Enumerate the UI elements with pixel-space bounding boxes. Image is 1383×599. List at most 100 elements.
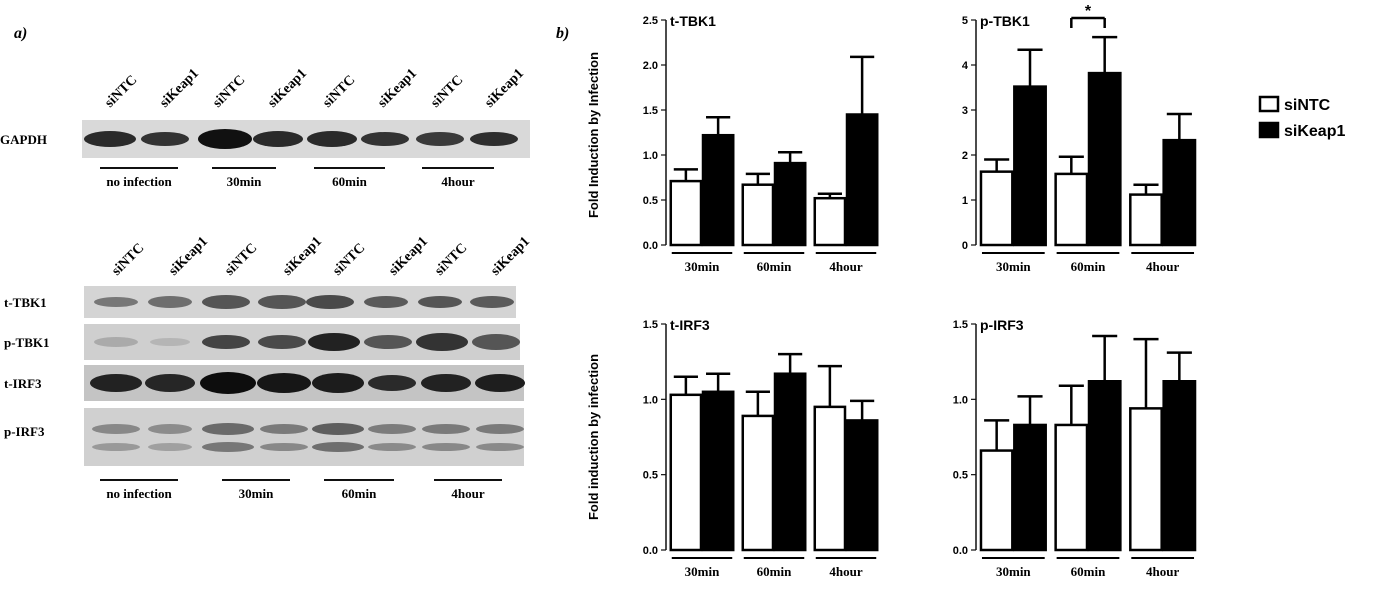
legend-label-sikeap1: siKeap1 <box>1284 123 1345 140</box>
blot-band <box>257 373 311 393</box>
lane-label: siNTC <box>330 241 368 279</box>
blot-band <box>148 443 192 451</box>
x-tick-label: 60min <box>757 259 792 274</box>
group-label: 4hour <box>441 174 474 189</box>
legend-swatch-open <box>1258 95 1280 113</box>
lane-label: siNTC <box>432 241 470 279</box>
lane-label: siKeap1 <box>265 66 310 111</box>
t-irf3-blot <box>84 365 525 401</box>
blot-band <box>92 443 140 451</box>
y-tick-label: 2.5 <box>643 15 658 27</box>
legend-label-sintc: siNTC <box>1284 97 1331 114</box>
blot-band <box>361 132 409 146</box>
bar-siNTC-30min <box>669 179 703 247</box>
x-tick-label: 30min <box>996 564 1031 579</box>
blot-band <box>198 129 252 149</box>
y-axis-label-bottom: Fold induction by infection <box>586 354 601 520</box>
blot-band <box>364 335 412 349</box>
blot-band <box>202 335 250 349</box>
blot-band <box>84 131 136 147</box>
blot-band <box>94 297 138 307</box>
x-tick-label: 60min <box>1071 564 1106 579</box>
bar-siNTC-60min <box>1054 172 1089 247</box>
blot-band <box>150 338 190 346</box>
bar-siNTC-30min <box>669 393 703 552</box>
chart-t-tbk1: 0.0 0.5 1.0 1.5 2.0 2.5 t-TBK1 30min 60min 4hour <box>643 13 879 274</box>
bottom-blot-groups: no infection 30min 60min 4hour <box>100 479 502 501</box>
y-tick-label: 0.5 <box>643 195 658 207</box>
x-tick-label: 4hour <box>1146 259 1179 274</box>
group-label: 30min <box>227 174 262 189</box>
blot-band <box>148 424 192 434</box>
group-label: no infection <box>106 174 172 189</box>
blot-band <box>145 374 195 392</box>
y-tick-label: 3 <box>962 105 968 117</box>
lane-label: siKeap1 <box>166 234 211 279</box>
legend-swatch-filled <box>1258 121 1280 139</box>
t-tbk1-blot <box>84 286 516 318</box>
x-tick-label: 30min <box>685 564 720 579</box>
lane-label: siNTC <box>210 73 248 111</box>
y-tick-label: 0.0 <box>643 240 658 252</box>
y-tick-label: 0 <box>962 240 968 252</box>
lane-label: siNTC <box>102 73 140 111</box>
blot-band <box>368 424 416 434</box>
y-tick-label: 0.0 <box>643 545 658 557</box>
bar-siKeap1-30min <box>701 133 735 247</box>
blot-band <box>422 424 470 434</box>
top-blot-groups: no infection 30min 60min 4hour <box>100 167 494 189</box>
blot-band <box>92 424 140 434</box>
bar-siKeap1-60min <box>773 372 807 552</box>
blot-band <box>308 333 360 351</box>
blot-band <box>200 372 256 394</box>
x-tick-label: 4hour <box>1146 564 1179 579</box>
lane-label: siKeap1 <box>375 66 420 111</box>
chart-title: p-TBK1 <box>980 13 1030 29</box>
panel-a-label: a) <box>14 25 27 42</box>
blot-band <box>306 295 354 309</box>
blot-band <box>368 375 416 391</box>
y-tick-label: 2.0 <box>643 60 658 72</box>
top-blot-lane-labels: siNTC siKeap1 siNTC siKeap1 siNTC siKeap1 siNT… <box>102 66 527 111</box>
y-tick-label: 4 <box>962 60 969 72</box>
blot-band <box>421 374 471 392</box>
bar-siKeap1-4hour <box>1162 138 1197 247</box>
blot-band <box>312 373 364 393</box>
bar-siKeap1-30min <box>701 390 735 552</box>
blot-band <box>416 132 464 146</box>
x-tick-label: 4hour <box>829 259 862 274</box>
blot-row-label: GAPDH <box>0 132 47 147</box>
y-axis-label-top: Fold Induction by Infection <box>586 52 601 218</box>
blot-band <box>141 132 189 146</box>
legend: siNTC siKeap1 <box>1258 95 1345 140</box>
bar-siKeap1-4hour <box>1162 380 1197 552</box>
bar-siNTC-60min <box>1054 423 1089 552</box>
blot-band <box>258 335 306 349</box>
lane-label: siNTC <box>222 241 260 279</box>
y-tick-label: 1 <box>962 195 968 207</box>
y-tick-label: 1.0 <box>953 394 968 406</box>
bar-siNTC-60min <box>741 414 775 552</box>
blot-band <box>470 132 518 146</box>
lane-label: siKeap1 <box>488 234 533 279</box>
y-tick-label: 1.5 <box>643 105 658 117</box>
blot-band <box>476 424 524 434</box>
lane-label: siKeap1 <box>280 234 325 279</box>
blot-row-label: t-TBK1 <box>4 295 47 310</box>
lane-label: siKeap1 <box>386 234 431 279</box>
blot-row-label: t-IRF3 <box>4 376 42 391</box>
y-tick-label: 1.0 <box>643 150 658 162</box>
lane-label: siNTC <box>109 241 147 279</box>
group-label: 60min <box>342 486 377 501</box>
y-tick-label: 0.0 <box>953 545 968 557</box>
group-label: 30min <box>239 486 274 501</box>
bar-siKeap1-4hour <box>845 419 879 552</box>
lane-label: siKeap1 <box>157 66 202 111</box>
bar-siNTC-4hour <box>1129 407 1163 552</box>
y-tick-label: 1.5 <box>953 319 968 331</box>
group-label: no infection <box>106 486 172 501</box>
blot-band <box>364 296 408 308</box>
blot-band <box>148 296 192 308</box>
blot-row-label: p-IRF3 <box>4 424 45 439</box>
bar-siKeap1-4hour <box>845 113 879 247</box>
